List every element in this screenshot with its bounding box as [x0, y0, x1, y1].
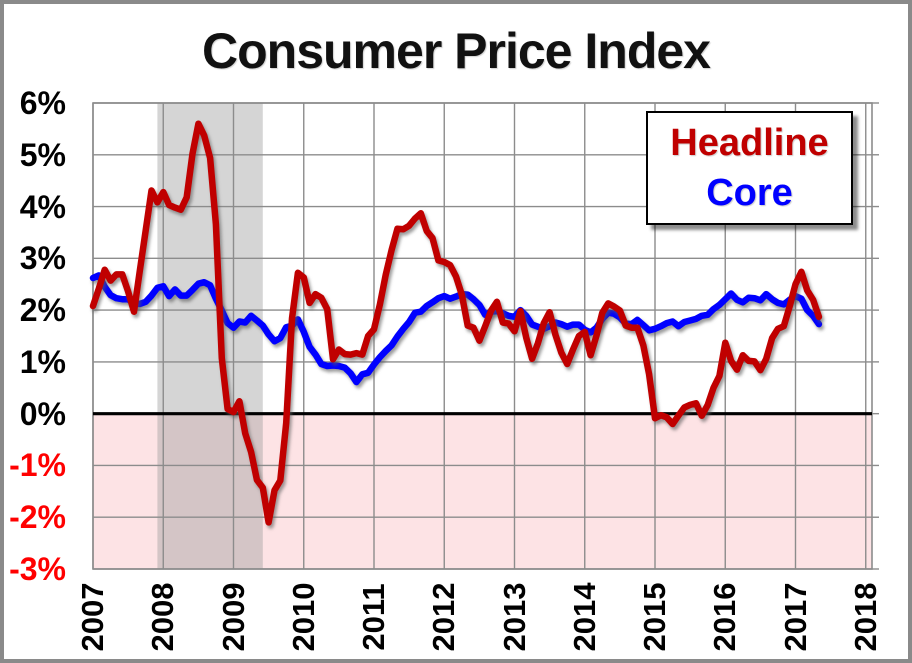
y-tick-label: 5% [19, 136, 66, 173]
y-tick-label: 4% [19, 188, 66, 225]
x-tick-label: 2008 [145, 582, 181, 652]
x-tick-label: 2012 [426, 582, 462, 652]
x-tick-label: 2013 [496, 582, 532, 652]
y-tick-label: 3% [19, 240, 66, 277]
legend-entry-core: Core [706, 171, 793, 214]
x-tick-label: 2016 [707, 582, 743, 652]
x-tick-label: 2009 [215, 582, 251, 652]
core-line [89, 272, 823, 386]
negative-region [93, 413, 872, 569]
x-tick-label: 2014 [566, 582, 602, 652]
x-tick-label: 2010 [285, 582, 321, 652]
y-tick-label: 0% [19, 395, 66, 432]
chart-title: Consumer Price Index [202, 23, 711, 79]
y-tick-label: -1% [9, 447, 66, 484]
plot-area [89, 102, 879, 570]
x-tick-label: 2007 [75, 582, 110, 652]
y-tick-label: 2% [19, 292, 66, 329]
plot-border [92, 102, 873, 570]
legend-entry-headline: Headline [670, 122, 829, 165]
x-tick-label: 2015 [637, 582, 672, 652]
legend-box: Headline Core [646, 111, 853, 225]
headline-line [89, 120, 823, 526]
y-tick-label: -3% [9, 551, 66, 587]
x-tick-label: 2011 [356, 583, 391, 651]
x-tick-label: 2018 [847, 582, 883, 652]
y-tick-label: 1% [19, 343, 66, 380]
y-tick-label: 6% [19, 85, 66, 121]
y-tick-label: -2% [9, 499, 66, 536]
x-tick-label: 2017 [777, 582, 813, 652]
